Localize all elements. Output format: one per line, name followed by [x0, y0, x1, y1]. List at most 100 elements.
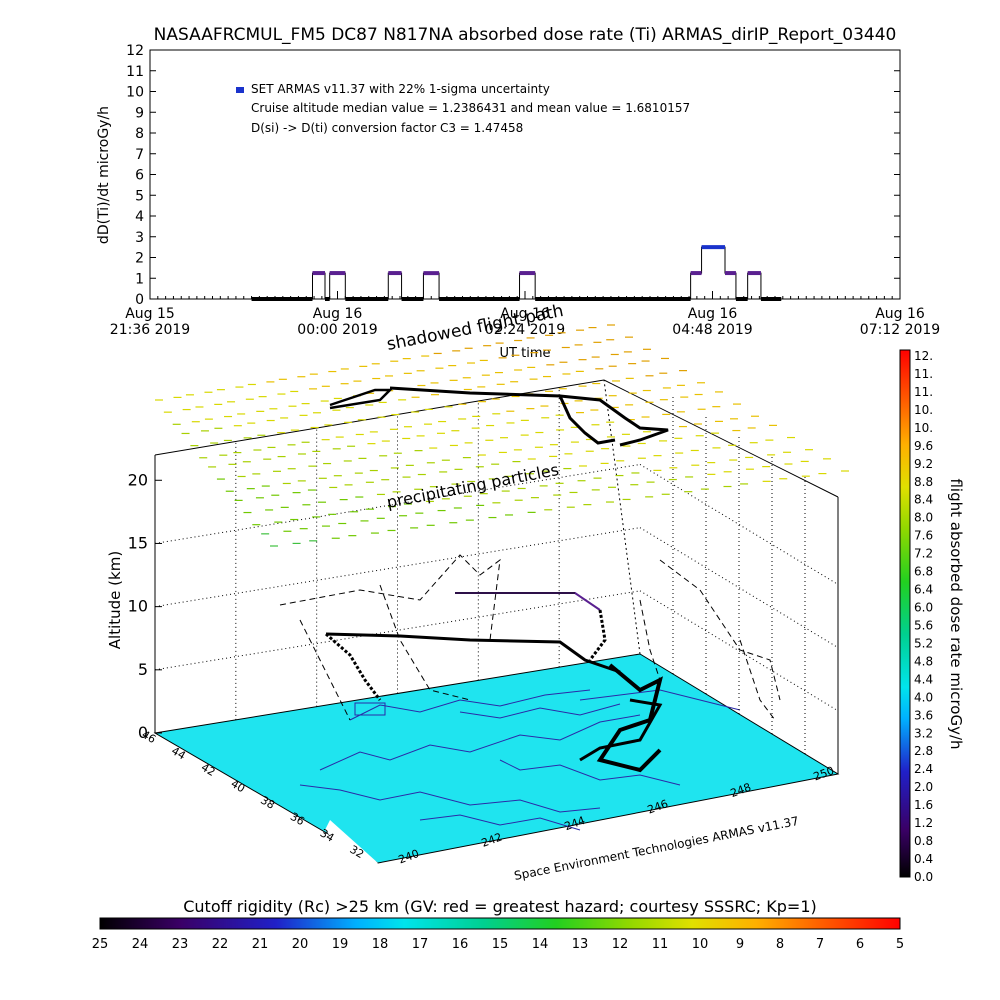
rigidity-colorbar-tick: 9: [736, 937, 744, 952]
rigidity-colorbar-tick: 23: [172, 937, 189, 952]
z-axis-label: Altitude (km): [106, 551, 124, 649]
top-x-tick-label-date: Aug 16: [875, 306, 925, 322]
dose-colorbar-tick: 0.8: [914, 834, 933, 848]
shadowed-flight-path: [279, 554, 781, 721]
top-y-tick-label: 0: [135, 292, 144, 308]
dose-colorbar-tick: 3.2: [914, 726, 933, 740]
dose-colorbar-tick: 6.4: [914, 583, 933, 597]
rigidity-colorbar-tick: 22: [212, 937, 229, 952]
rigidity-colorbar-tick: 8: [776, 937, 784, 952]
latitude-tick-label: 42: [199, 761, 218, 779]
rigidity-colorbar-ticks: 25 24 23 22 21 20 19 18 17 16 15 14 13 12 11 10 9 8 7 6 5: [92, 937, 904, 952]
rigidity-colorbar-tick: 13: [572, 937, 589, 952]
rigidity-colorbar-tick: 25: [92, 937, 109, 952]
rigidity-colorbar-tick: 6: [856, 937, 864, 952]
top-y-tick-label: 4: [135, 209, 144, 225]
ground-gap: [325, 820, 378, 870]
latitude-tick-label: 36: [288, 810, 307, 828]
wall-grid-line: [154, 527, 641, 608]
latitude-tick-label: 34: [318, 826, 337, 844]
dose-colorbar-tick: 0.4: [914, 852, 933, 866]
dose-colorbar-tick: 4.4: [914, 672, 933, 686]
rigidity-colorbar-tick: 18: [372, 937, 389, 952]
rigidity-colorbar: Cutoff rigidity (Rc) >25 km (GV: red = g…: [92, 897, 904, 952]
latitude-axis: 46 44 42 40 38 36 34 32: [139, 728, 366, 861]
dose-colorbar-tick: 10.: [914, 403, 933, 417]
rigidity-colorbar-tick: 15: [492, 937, 509, 952]
dose-colorbar-tick: 8.0: [914, 511, 933, 525]
top-y-tick-label: 1: [135, 271, 144, 287]
annotation-precipitating-particles: precipitating particles: [385, 460, 560, 512]
dose-colorbar-tick: 4.0: [914, 690, 933, 704]
rigidity-colorbar-tick: 20: [292, 937, 309, 952]
legend-line-2: Cruise altitude median value = 1.2386431…: [251, 101, 690, 115]
rigidity-colorbar-gradient: [99, 917, 901, 930]
top-y-tick-label: 5: [135, 188, 144, 204]
latitude-tick-label: 38: [258, 794, 277, 812]
dose-colorbar-tick: 1.2: [914, 816, 933, 830]
wall-grid-line: [639, 527, 839, 649]
dose-colorbar-tick: 7.6: [914, 529, 933, 543]
top-y-tick-label: 12: [126, 43, 144, 59]
top-x-tick-label-time: 02:24 2019: [485, 322, 565, 338]
rigidity-colorbar-tick: 5: [896, 937, 904, 952]
dose-colorbar-tick: 10.: [914, 421, 933, 435]
dose-colorbar-tick: 11.: [914, 385, 933, 399]
top-x-tick-label-time: 07:12 2019: [860, 322, 940, 338]
top-y-tick-label: 8: [135, 126, 144, 142]
rigidity-colorbar-tick: 16: [452, 937, 469, 952]
top-dose-series: [251, 245, 782, 301]
z-tick-label: 5: [138, 660, 148, 679]
precipitating-particles-field: [155, 324, 849, 547]
back-wall-grid: [154, 389, 839, 754]
top-y-tick-label: 6: [135, 168, 144, 184]
top-x-tick-label-time: 04:48 2019: [672, 322, 752, 338]
dose-colorbar-tick: 5.2: [914, 636, 933, 650]
map-outlines: [299, 689, 741, 831]
dose-colorbar-tick: 5.6: [914, 618, 933, 632]
top-y-tick-label: 10: [126, 85, 144, 101]
dose-colorbar-tick: 8.4: [914, 493, 933, 507]
rigidity-colorbar-tick: 14: [532, 937, 549, 952]
rigidity-colorbar-tick: 7: [816, 937, 824, 952]
legend-line-3: D(si) -> D(ti) conversion factor C3 = 1.…: [251, 121, 523, 135]
dose-colorbar-tick: 7.2: [914, 547, 933, 561]
rigidity-colorbar-tick: 19: [332, 937, 349, 952]
dose-colorbar: 12. 11. 11. 10. 10. 9.6 9.2 8.8 8.4 8.0 7.6 7.2 6.8 6…: [899, 349, 965, 884]
rigidity-colorbar-tick: 11: [652, 937, 669, 952]
top-y-axis-label: dD(Ti)/dt microGy/h: [96, 106, 112, 244]
flight-track: [325, 386, 669, 773]
dose-colorbar-tick: 9.2: [914, 457, 933, 471]
top-y-tick-label: 2: [135, 251, 144, 267]
top-x-tick-label-date: Aug 16: [688, 306, 738, 322]
dose-colorbar-label: flight absorbed dose rate microGy/h: [947, 478, 965, 749]
top-x-tick-label-date: Aug 15: [125, 306, 175, 322]
dose-colorbar-tick: 1.6: [914, 798, 933, 812]
latitude-tick-label: 32: [347, 843, 366, 861]
dose-colorbar-tick: 8.8: [914, 475, 933, 489]
z-tick-label: 0: [138, 723, 148, 742]
chart-title: NASAAFRCMUL_FM5 DC87 N817NA absorbed dos…: [154, 25, 897, 45]
dose-colorbar-tick: 6.8: [914, 565, 933, 579]
rigidity-colorbar-tick: 24: [132, 937, 149, 952]
wall-grid-line: [154, 590, 641, 671]
top-x-tick-label-time: 00:00 2019: [297, 322, 377, 338]
z-tick-label: 10: [128, 597, 148, 616]
latitude-tick-label: 40: [229, 777, 248, 795]
dose-colorbar-ticks: 12. 11. 11. 10. 10. 9.6 9.2 8.8 8.4 8.0 7.6 7.2 6.8 6…: [914, 349, 933, 884]
dose-colorbar-gradient: [899, 349, 911, 878]
latitude-tick-label: 46: [139, 728, 158, 746]
dose-colorbar-tick: 11.: [914, 367, 933, 381]
dose-colorbar-tick: 9.6: [914, 439, 933, 453]
dose-colorbar-tick: 2.8: [914, 744, 933, 758]
top-x-tick-label-date: Aug 16: [500, 306, 550, 322]
z-tick-label: 15: [128, 533, 148, 552]
rigidity-colorbar-label: Cutoff rigidity (Rc) >25 km (GV: red = g…: [183, 897, 817, 916]
top-x-tick-label-time: 21:36 2019: [110, 322, 190, 338]
top-y-tick-label: 9: [135, 105, 144, 121]
